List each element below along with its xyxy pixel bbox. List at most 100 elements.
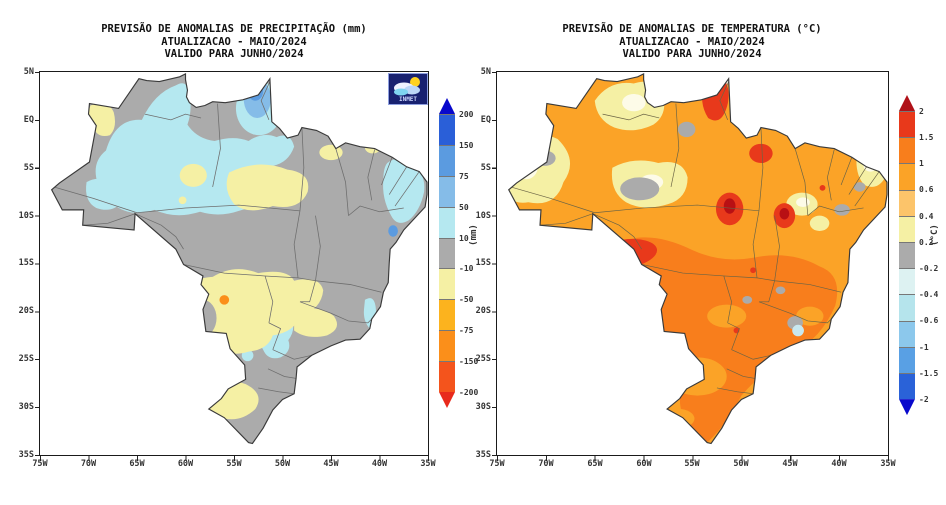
precip-lon-tick: 60W	[177, 459, 194, 469]
colorbar-tick: -10	[459, 264, 474, 273]
cloud-icon	[394, 88, 408, 96]
colorbar-tick: 150	[459, 141, 474, 150]
precip-lat-tick: 30S	[18, 402, 34, 412]
precip-lat-tick: 15S	[18, 258, 34, 268]
sun-icon	[410, 77, 420, 87]
colorbar-segment	[899, 189, 915, 216]
precip-title-line1: PREVISÃO DE ANOMALIAS DE PRECIPITAÇÃO (m…	[101, 23, 367, 35]
colorbar-tick: 1.5	[919, 133, 934, 142]
colorbar-tick: -150	[459, 357, 479, 366]
temp-lon-tick: 60W	[636, 459, 652, 469]
colorbar-segment	[439, 144, 455, 176]
precip-lon-tick: 55W	[226, 459, 242, 469]
colorbar-tick: -2	[919, 395, 929, 404]
colorbar-segment	[439, 206, 455, 238]
colorbar-segment	[899, 163, 915, 190]
temp-paleblue-spot	[792, 324, 804, 337]
colorbar-segment	[439, 114, 455, 145]
temp-title-line3: VALIDO PARA JUNHO/2024	[622, 48, 762, 60]
colorbar-tick: -200	[459, 388, 479, 397]
colorbar-tick: -1.5	[919, 369, 939, 378]
colorbar-tick: -0.6	[919, 316, 939, 325]
precip-colorbar: 200 150 75 50 10 -10 -50 -75 -150 -200	[439, 98, 478, 409]
colorbar-arrow-top	[899, 95, 915, 111]
colorbar-tick: -75	[459, 326, 474, 335]
colorbar-segment	[899, 215, 915, 242]
colorbar-segment	[899, 320, 915, 347]
temp-lat-tick: 35S	[475, 450, 491, 460]
temp-lon-tick: 65W	[587, 459, 603, 469]
colorbar-tick: -50	[459, 295, 474, 304]
precip-lon-axis-ticks	[40, 456, 429, 461]
temp-lon-tick: 75W	[489, 459, 505, 469]
colorbar-tick: 2	[919, 107, 924, 116]
precip-lat-tick: 35S	[18, 450, 34, 460]
precip-gray-pocket	[189, 299, 217, 337]
temp-lat-tick: 5N	[480, 67, 491, 77]
precip-lon-tick: 50W	[274, 459, 291, 469]
temp-lat-tick: 30S	[475, 402, 491, 412]
colorbar-tick: -0.2	[919, 264, 939, 273]
temp-lon-tick: 45W	[782, 459, 798, 469]
colorbar-segment	[899, 372, 915, 400]
colorbar-segment	[439, 330, 455, 362]
precip-lon-tick: 40W	[371, 459, 388, 469]
colorbar-arrow-bottom	[439, 392, 455, 409]
colorbar-arrow-bottom	[899, 399, 915, 416]
colorbar-tick: 200	[459, 110, 474, 119]
temp-lon-tick: 55W	[684, 459, 700, 469]
colorbar-tick: -1	[919, 343, 929, 352]
temp-lon-tick: 35W	[880, 459, 896, 469]
precip-lat-axis-ticks	[35, 72, 40, 456]
temp-lon-tick: 40W	[831, 459, 847, 469]
temp-darkorange-1-15	[508, 232, 838, 443]
precip-lat-tick: 5S	[23, 163, 34, 173]
colorbar-segment	[439, 361, 455, 393]
colorbar-tick: 0.2	[919, 238, 934, 247]
temp-colorbar-unit: (°C)	[930, 224, 940, 246]
colorbar-segment	[439, 268, 455, 300]
temp-lon-axis-ticks	[497, 456, 889, 461]
precip-lon-tick: 45W	[323, 459, 339, 469]
temp-lat-tick: 20S	[475, 306, 491, 316]
logo-text: INMET	[399, 96, 417, 103]
colorbar-tick: 75	[459, 172, 469, 181]
temp-title-line1: PREVISÃO DE ANOMALIAS DE TEMPERATURA (°C…	[562, 23, 822, 35]
colorbar-segment	[439, 237, 455, 269]
precip-lon-tick: 65W	[129, 459, 145, 469]
precip-lat-tick: EQ	[23, 115, 34, 125]
inmet-logo: INMET	[388, 73, 428, 105]
colorbar-arrow-top	[439, 98, 455, 114]
precip-title-line2: ATUALIZACAO - MAIO/2024	[161, 35, 307, 48]
colorbar-tick: 10	[459, 234, 469, 243]
temp-lat-tick: EQ	[480, 115, 491, 125]
precip-colorbar-unit: (mm)	[469, 224, 479, 246]
temp-darkred-over-2	[723, 198, 790, 220]
colorbar-segment	[899, 346, 915, 373]
temp-lat-tick: 10S	[475, 211, 491, 221]
temp-anomaly-map	[508, 73, 888, 445]
precip-lon-tick: 70W	[80, 459, 97, 469]
colorbar-tick: -0.4	[919, 290, 939, 299]
cloud-icon	[404, 85, 420, 95]
colorbar-segment	[439, 299, 455, 331]
precip-title-line3: VALIDO PARA JUNHO/2024	[164, 48, 304, 60]
temp-colorbar: 2 1.5 1 0.6 0.4 0.2 -0.2 -0.4 -0.6 -1 -1…	[899, 95, 938, 416]
colorbar-segment	[439, 175, 455, 207]
colorbar-tick: 0.4	[919, 212, 934, 221]
colorbar-segment	[899, 111, 915, 138]
precip-lon-tick: 35W	[420, 459, 436, 469]
colorbar-tick: 1	[919, 159, 924, 168]
temp-lat-axis-ticks	[492, 72, 497, 456]
colorbar-tick: 0.6	[919, 185, 934, 194]
colorbar-segment	[899, 241, 915, 269]
temp-lat-tick: 15S	[475, 258, 491, 268]
precip-orange-spot	[219, 295, 230, 305]
temp-lat-tick: 5S	[480, 163, 491, 173]
precip-anomaly-map	[51, 73, 428, 445]
colorbar-tick: 50	[459, 203, 469, 212]
precip-lat-tick: 25S	[18, 354, 34, 364]
colorbar-segment	[899, 294, 915, 321]
precip-lat-tick: 10S	[18, 211, 34, 221]
